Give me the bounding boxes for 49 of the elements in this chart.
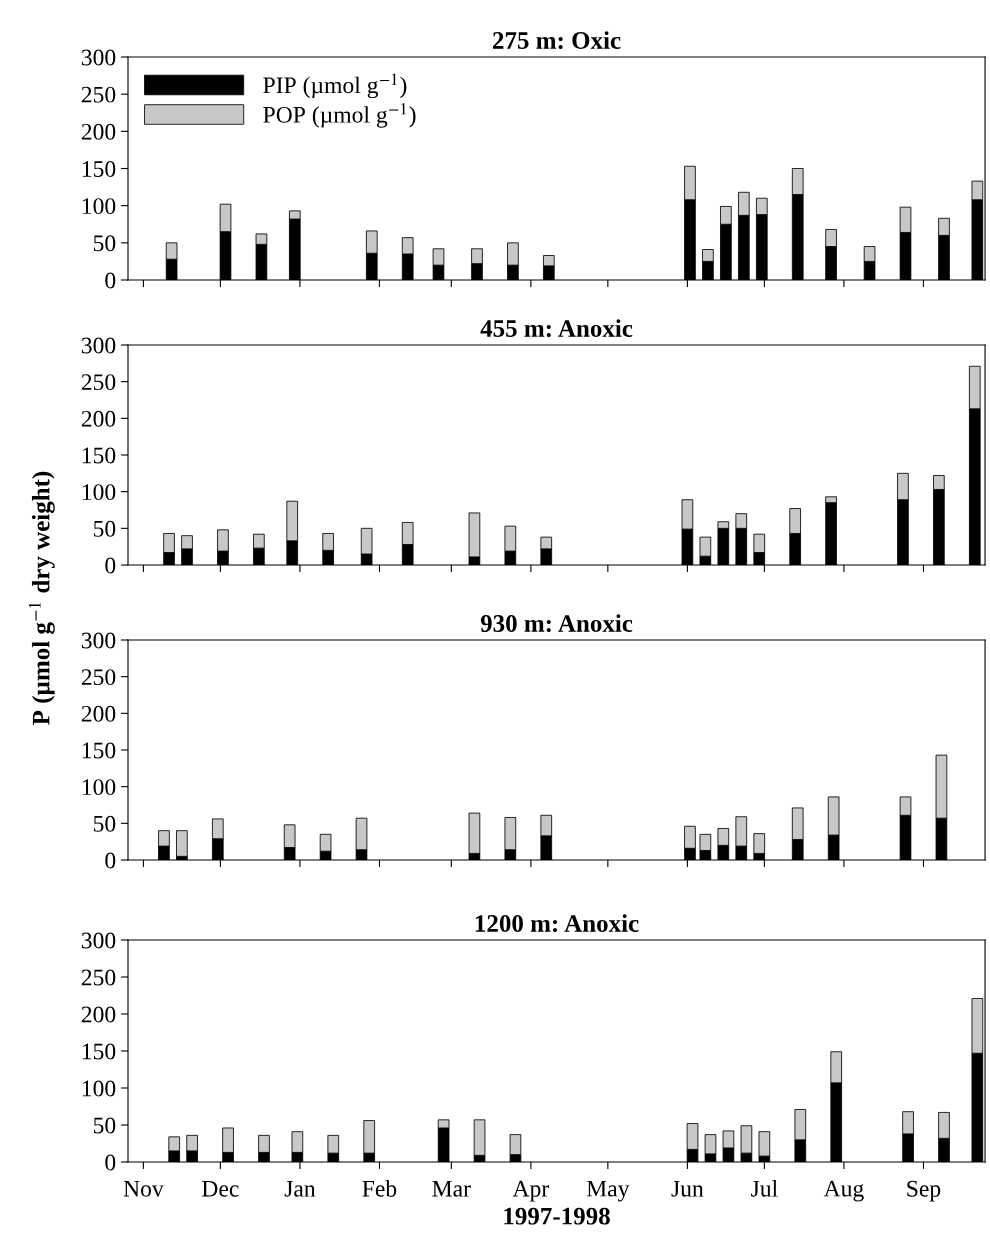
y-tick-label: 50: [93, 235, 116, 252]
x-tick-label: Jul: [751, 1180, 778, 1197]
y-tick-label: 150: [82, 447, 116, 464]
y-tick-label: 300: [81, 337, 116, 354]
y-tick-label: 150: [82, 1043, 116, 1060]
x-tick-label: Apr: [512, 1180, 550, 1202]
y-axis-title: P (µmol g$^{−1}$ dry weight): [28, 471, 55, 725]
x-axis-title: 1997-1998: [504, 1207, 610, 1225]
x-tick-label: Dec: [202, 1180, 239, 1197]
chart-title: 930 m: Anoxic: [480, 614, 633, 633]
y-tick-label: 200: [81, 123, 116, 140]
x-tick-label: Jan: [284, 1180, 316, 1197]
x-tick-label: May: [586, 1180, 630, 1202]
y-tick-label: 100: [82, 198, 116, 215]
chart-title: 455 m: Anoxic: [480, 319, 633, 338]
x-tick-label: Mar: [432, 1180, 471, 1197]
y-tick-label: 200: [81, 1006, 116, 1023]
bar: [758, 1131, 771, 1157]
y-tick-label: 150: [82, 160, 116, 177]
y-tick-label: 300: [81, 49, 116, 66]
y-tick-label: 0: [105, 1154, 116, 1171]
x-tick-label: Sep: [907, 1180, 941, 1202]
y-tick-label: 100: [82, 484, 116, 501]
y-tick-label: 0: [105, 272, 116, 289]
y-tick-label: 50: [93, 520, 116, 537]
y-tick-label: 200: [81, 705, 116, 722]
y-tick-label: 100: [82, 1080, 116, 1097]
chart-title: 275 m: Oxic: [493, 31, 621, 50]
x-tick-label: Feb: [362, 1180, 397, 1197]
y-tick-label: 250: [81, 374, 116, 391]
y-tick-label: 300: [81, 632, 116, 649]
legend-label: POP (µmol g$^{−1}$): [263, 103, 416, 128]
y-tick-label: 300: [81, 932, 116, 949]
y-tick-label: 0: [105, 852, 116, 869]
y-tick-label: 250: [81, 86, 116, 103]
x-tick-label: Aug: [823, 1180, 864, 1202]
bar: [176, 830, 188, 857]
x-tick-label: Nov: [123, 1180, 164, 1197]
y-tick-label: 100: [82, 779, 116, 796]
x-tick-label: Jun: [671, 1180, 704, 1197]
y-tick-label: 200: [81, 410, 116, 427]
y-tick-label: 250: [81, 669, 116, 686]
y-tick-label: 150: [82, 742, 116, 759]
y-tick-label: 0: [105, 557, 116, 574]
y-tick-label: 50: [93, 1117, 116, 1134]
legend-label: PIP (µmol g$^{−1}$): [263, 73, 407, 99]
y-tick-label: 250: [81, 969, 116, 986]
y-tick-label: 50: [93, 815, 116, 832]
chart-title: 1200 m: Anoxic: [475, 914, 639, 933]
